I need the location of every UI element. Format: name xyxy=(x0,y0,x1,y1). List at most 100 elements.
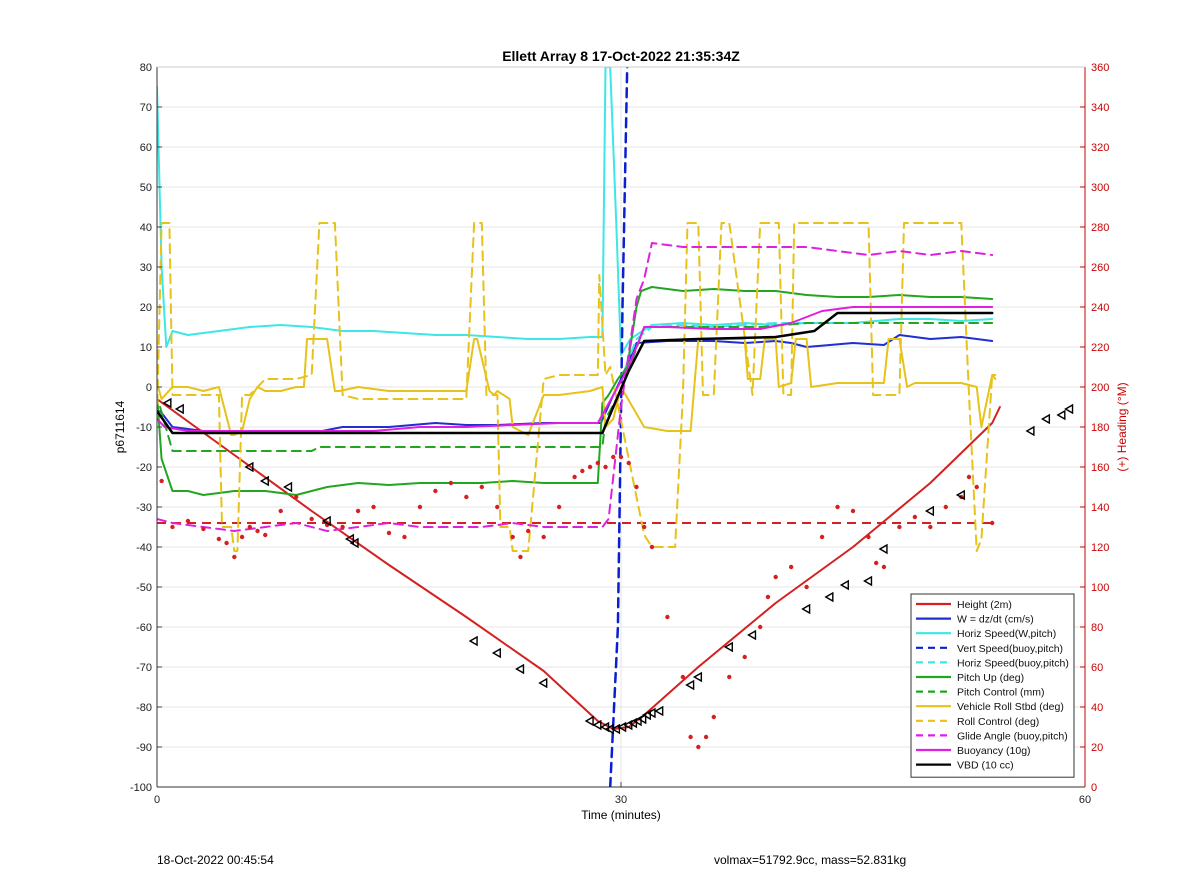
heading-point xyxy=(526,528,531,534)
y2-tick-label: 160 xyxy=(1091,462,1109,474)
height-marker xyxy=(863,575,873,587)
heading-point xyxy=(943,504,948,510)
legend-label: Horiz Speed(buoy,pitch) xyxy=(957,657,1069,669)
height-marker xyxy=(617,721,627,733)
height-marker xyxy=(723,641,733,653)
height-marker xyxy=(174,403,184,415)
y2-tick-label: 340 xyxy=(1091,102,1109,114)
heading-point xyxy=(765,594,771,600)
y-tick-label: 80 xyxy=(140,62,152,74)
height-marker xyxy=(824,591,834,603)
heading-point xyxy=(587,464,593,470)
heading-point xyxy=(464,494,469,500)
right-y-axis-label: (+) Heading (°M) xyxy=(1115,382,1129,471)
heading-point xyxy=(232,554,237,560)
height-marker xyxy=(1040,413,1051,425)
series-line-roll-control-deg xyxy=(157,222,997,552)
y2-tick-label: 40 xyxy=(1091,702,1103,714)
y-tick-label: 20 xyxy=(140,302,152,314)
series-lines xyxy=(157,67,1074,787)
series-line-vbd-10-cc xyxy=(157,311,994,435)
y-tick-label: -10 xyxy=(136,422,152,434)
legend-label: W = dz/dt (cm/s) xyxy=(957,614,1034,626)
x-tick-label: 0 xyxy=(154,794,160,806)
series-line-buoyancy-10g xyxy=(157,306,994,432)
heading-point xyxy=(665,614,670,620)
height-marker xyxy=(344,533,355,545)
y2-tick-label: 280 xyxy=(1091,222,1109,234)
footer-timestamp: 18-Oct-2022 00:45:54 xyxy=(157,853,274,867)
legend-label: Height (2m) xyxy=(957,599,1012,611)
legend-label: VBD (10 cc) xyxy=(957,760,1014,772)
height-marker xyxy=(592,719,602,731)
heading-point xyxy=(170,524,175,530)
y2-tick-label: 80 xyxy=(1091,622,1103,634)
y-tick-label: -90 xyxy=(136,742,152,754)
heading-point xyxy=(402,534,407,540)
height-marker xyxy=(801,603,811,615)
height-marker xyxy=(468,635,478,647)
legend-label: Glide Angle (buoy,pitch) xyxy=(957,730,1068,742)
height-marker xyxy=(878,543,888,555)
heading-point xyxy=(773,574,778,580)
y-tick-label: -20 xyxy=(136,462,152,474)
heading-point xyxy=(742,654,747,660)
y-tick-label: 40 xyxy=(140,222,152,234)
height-marker xyxy=(283,481,293,493)
height-marker xyxy=(538,677,548,689)
heading-point xyxy=(518,554,523,560)
heading-point xyxy=(510,534,515,540)
heading-point xyxy=(294,494,299,500)
heading-point xyxy=(340,524,345,530)
heading-point xyxy=(642,524,647,530)
height-marker xyxy=(349,537,359,549)
height-marker xyxy=(244,461,254,473)
height-marker xyxy=(1056,409,1066,421)
heading-point xyxy=(974,484,979,490)
heading-point xyxy=(850,508,856,514)
height-marker xyxy=(955,489,965,501)
y-tick-label: -60 xyxy=(136,622,152,634)
height-marker xyxy=(692,671,703,683)
y-tick-label: 50 xyxy=(140,182,152,194)
y2-tick-label: 240 xyxy=(1091,302,1109,314)
heading-point xyxy=(711,714,716,720)
heading-point xyxy=(866,534,871,540)
heading-point xyxy=(572,474,577,480)
heading-point xyxy=(263,532,268,538)
heading-point xyxy=(239,534,245,540)
legend-label: Buoyancy (10g) xyxy=(957,745,1031,757)
x-axis-label: Time (minutes) xyxy=(581,808,661,822)
legend-label: Vehicle Roll Stbd (deg) xyxy=(957,701,1064,713)
heading-point xyxy=(479,484,484,490)
heading-point xyxy=(556,504,562,510)
height-marker xyxy=(491,647,501,659)
heading-point xyxy=(417,504,423,510)
heading-point xyxy=(835,504,840,510)
heading-point xyxy=(758,624,763,630)
heading-point xyxy=(541,534,546,540)
height-marker xyxy=(685,679,695,691)
heading-point xyxy=(595,460,600,466)
height-marker xyxy=(515,663,525,675)
height-marker xyxy=(1064,403,1074,415)
height-marker xyxy=(321,515,331,527)
height-marker xyxy=(259,475,269,487)
heading-point xyxy=(159,478,164,484)
legend-label: Roll Control (deg) xyxy=(957,716,1039,728)
height-marker xyxy=(610,723,621,735)
height-marker xyxy=(839,579,849,591)
heading-point xyxy=(990,520,995,526)
height-marker xyxy=(924,505,935,517)
y2-tick-label: 120 xyxy=(1091,542,1109,554)
series-line-height-2m xyxy=(157,398,1001,730)
y2-tick-label: 60 xyxy=(1091,662,1103,674)
legend-label: Pitch Up (deg) xyxy=(957,672,1024,684)
y-tick-label: 10 xyxy=(140,342,152,354)
y2-tick-label: 260 xyxy=(1091,262,1109,274)
y-tick-label: -50 xyxy=(136,582,152,594)
legend: Height (2m) W = dz/dt (cm/s) Horiz Speed(W… xyxy=(910,593,1075,778)
y2-tick-label: 200 xyxy=(1091,382,1109,394)
legend-box xyxy=(910,593,1075,778)
